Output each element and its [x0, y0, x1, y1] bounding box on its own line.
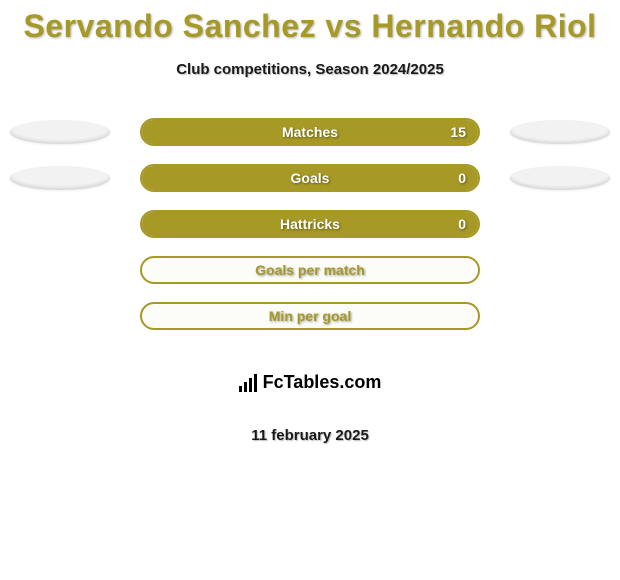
ellipse-marker: [510, 120, 610, 144]
stat-bar: Min per goal: [140, 302, 480, 330]
stat-row: Min per goal: [0, 302, 620, 330]
bar-outline: Matches15: [140, 118, 480, 146]
stat-label: Min per goal: [142, 308, 478, 324]
footer-date: 11 february 2025: [251, 427, 369, 444]
bar-fill: [142, 212, 478, 236]
right-side: [500, 166, 620, 190]
bar-outline: Hattricks0: [140, 210, 480, 238]
stat-row: Goals0: [0, 164, 620, 192]
brand-text: FcTables.com: [263, 372, 382, 393]
bar-outline: Goals per match: [140, 256, 480, 284]
bar-fill: [142, 120, 478, 144]
ellipse-marker: [10, 120, 110, 144]
stat-bar: Goals per match: [140, 256, 480, 284]
stat-bar: Goals0: [140, 164, 480, 192]
right-side: [500, 120, 620, 144]
bar-fill: [142, 166, 478, 190]
ellipse-marker: [10, 166, 110, 190]
stat-label: Goals per match: [142, 262, 478, 278]
stat-value: 15: [450, 124, 466, 140]
left-side: [0, 166, 120, 190]
ellipse-marker: [510, 166, 610, 190]
stat-bar: Matches15: [140, 118, 480, 146]
stats-container: Matches15 Goals0 Hattricks0 Goals per match…: [0, 118, 620, 330]
page-title: Servando Sanchez vs Hernando Riol: [23, 8, 596, 45]
stat-bar: Hattricks0: [140, 210, 480, 238]
left-side: [0, 120, 120, 144]
stat-value: 0: [458, 170, 466, 186]
bar-outline: Min per goal: [140, 302, 480, 330]
bar-chart-icon: [239, 374, 257, 392]
stat-row: Goals per match: [0, 256, 620, 284]
bar-outline: Goals0: [140, 164, 480, 192]
brand-badge: FcTables.com: [200, 360, 420, 405]
stat-row: Matches15: [0, 118, 620, 146]
page-subtitle: Club competitions, Season 2024/2025: [176, 61, 444, 78]
stat-row: Hattricks0: [0, 210, 620, 238]
stat-value: 0: [458, 216, 466, 232]
